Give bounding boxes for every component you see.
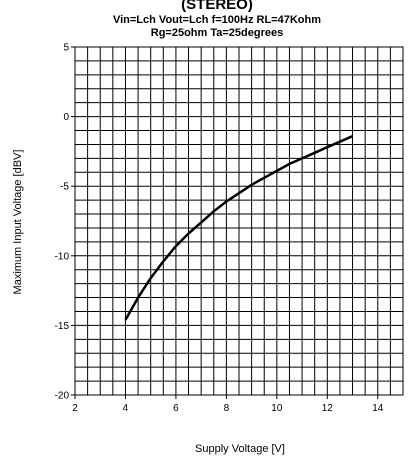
y-tick-label: -15: [55, 321, 70, 332]
chart-title-line: Rg=25ohm Ta=25degrees: [151, 27, 283, 39]
y-axis-tick-labels: 5 0 -5 -10 -15 -20: [55, 43, 70, 402]
y-tick-label: 0: [63, 112, 69, 123]
y-tick-label: -10: [55, 251, 70, 262]
x-tick-label: 4: [123, 403, 129, 414]
chart-title-line: Vin=Lch Vout=Lch f=100Hz RL=47Kohm: [113, 14, 321, 26]
plot-frame: [74, 46, 404, 396]
x-tick-label: 6: [173, 403, 179, 414]
chart-title: (STEREO) Vin=Lch Vout=Lch f=100Hz RL=47K…: [113, 0, 321, 39]
series-line: [124, 134, 354, 321]
y-axis-label: Maximum Input Voltage [dBV]: [12, 150, 24, 295]
y-tick-label: -20: [55, 391, 70, 402]
x-tick-label: 10: [271, 403, 283, 414]
x-tick-label: 12: [322, 403, 334, 414]
x-tick-label: 14: [372, 403, 384, 414]
x-tick-label: 8: [224, 403, 230, 414]
x-axis-label: Supply Voltage [V]: [195, 443, 285, 455]
series-group: [124, 134, 354, 321]
y-tick-label: 5: [63, 43, 69, 54]
x-axis-tick-labels: 2 4 6 8 10 12 14: [72, 403, 384, 414]
axis-ticks: [71, 46, 379, 399]
y-tick-label: -5: [60, 182, 69, 193]
chart-grid: [75, 47, 403, 395]
chart-title-line: (STEREO): [181, 0, 253, 13]
x-tick-label: 2: [72, 403, 78, 414]
